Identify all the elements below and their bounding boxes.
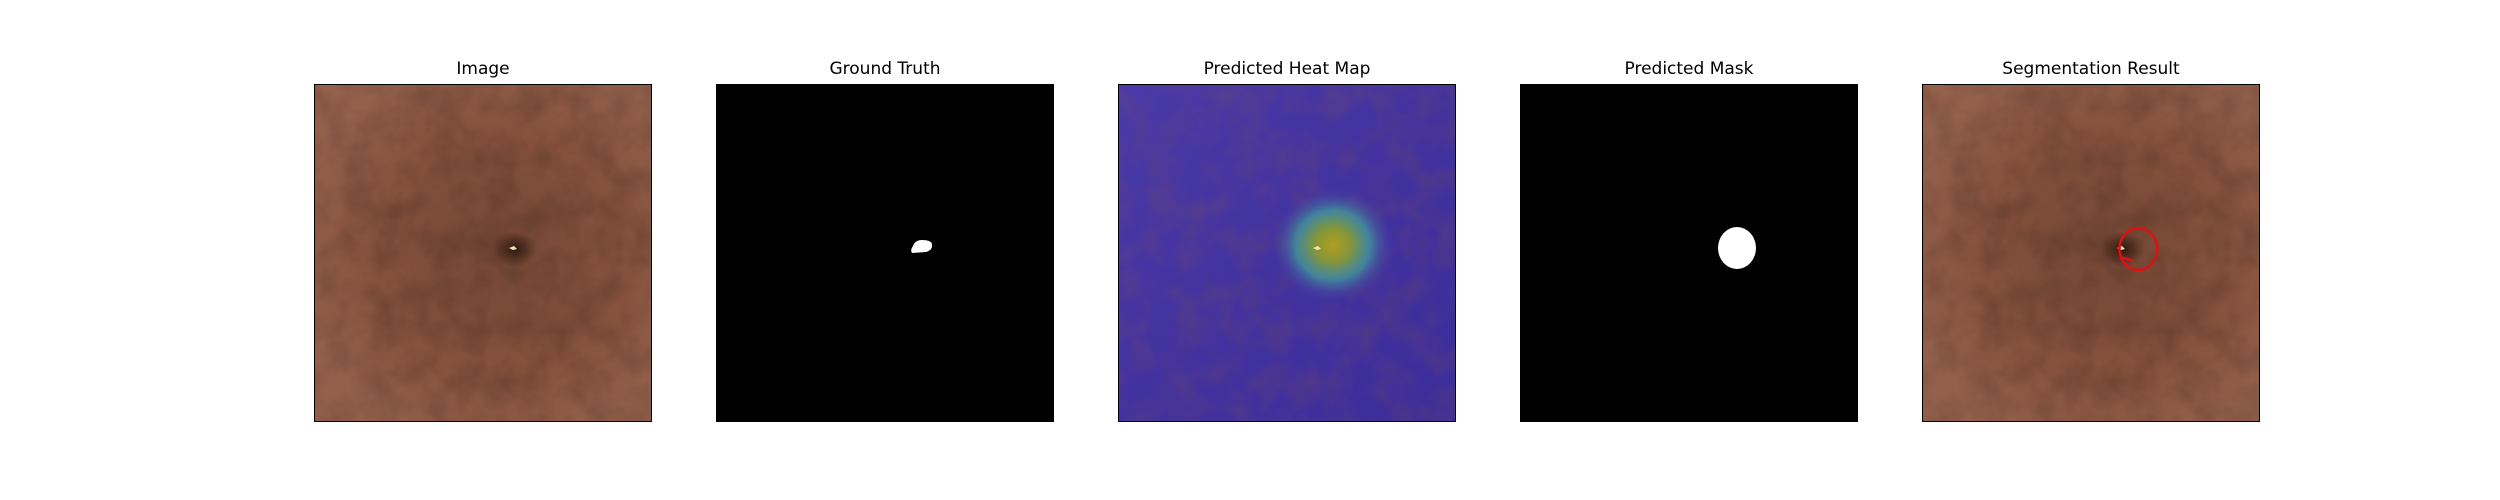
segmentation-outline <box>2118 226 2159 272</box>
predicted-mask-svg <box>1521 85 1857 421</box>
ground-truth-mask <box>716 84 1054 422</box>
leather-image <box>314 84 652 422</box>
leather-image-svg <box>315 85 651 421</box>
heat-map-svg <box>1119 85 1455 421</box>
panel-title: Ground Truth <box>829 59 941 79</box>
defect-highlight <box>509 246 517 250</box>
panel-title: Predicted Heat Map <box>1203 59 1371 79</box>
predicted-region <box>1718 227 1756 269</box>
defect-highlight <box>1313 246 1321 250</box>
panel-title: Segmentation Result <box>2002 59 2180 79</box>
panel-title: Image <box>456 59 510 79</box>
heat-map <box>1118 84 1456 422</box>
segmentation-result-svg <box>1923 85 2259 421</box>
heat-hotspot <box>1271 187 1395 303</box>
ground-truth-svg <box>717 85 1053 421</box>
segmentation-result <box>1922 84 2260 422</box>
predicted-mask <box>1520 84 1858 422</box>
ground-truth-region <box>911 240 933 253</box>
panel-title: Predicted Mask <box>1624 59 1754 79</box>
